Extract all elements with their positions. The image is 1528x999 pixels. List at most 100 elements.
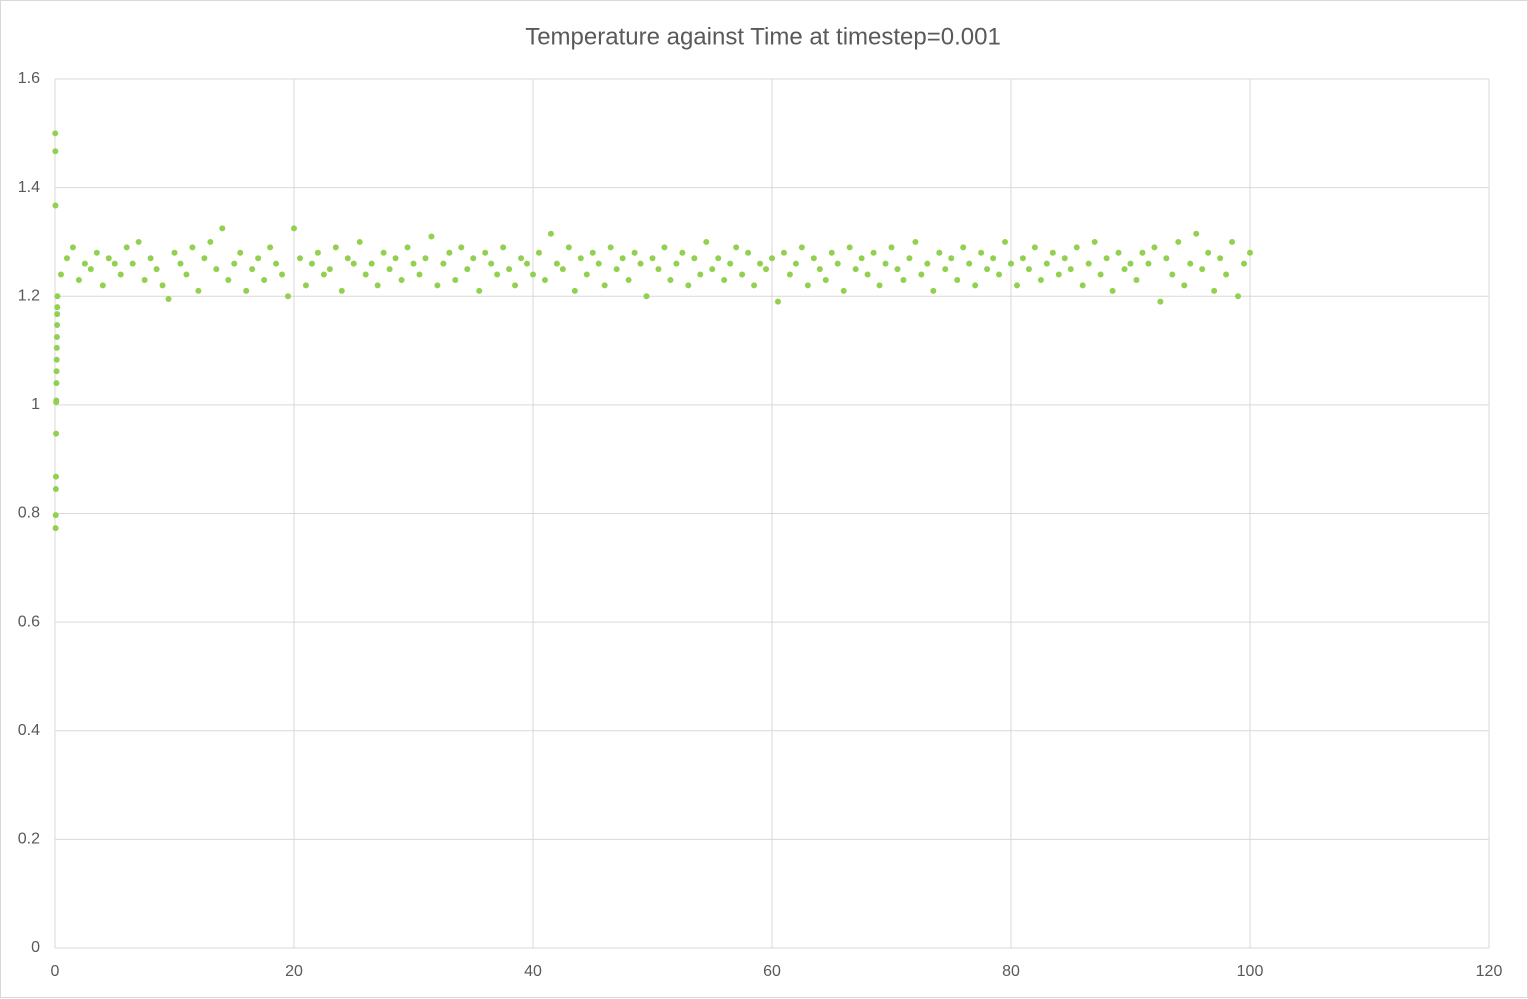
data-point [1127, 260, 1134, 267]
y-tick-label: 0.2 [18, 831, 40, 848]
data-point [52, 473, 59, 480]
data-point [416, 271, 423, 278]
data-point [53, 344, 60, 351]
data-point [643, 293, 650, 300]
data-point [308, 260, 315, 267]
data-point [52, 130, 59, 137]
data-point [177, 260, 184, 267]
data-point [870, 249, 877, 256]
data-point [231, 260, 238, 267]
data-point [213, 266, 220, 273]
data-point [990, 255, 997, 262]
data-point [189, 244, 196, 251]
data-point [494, 271, 501, 278]
data-point [374, 282, 381, 289]
data-point [1085, 260, 1092, 267]
data-point [1169, 271, 1176, 278]
data-point [1163, 255, 1170, 262]
data-point [1139, 249, 1146, 256]
data-point [314, 249, 321, 256]
data-point [123, 244, 130, 251]
data-point [966, 260, 973, 267]
data-point [900, 276, 907, 283]
data-point [285, 293, 292, 300]
data-point [404, 244, 411, 251]
data-point [1091, 238, 1098, 245]
data-point [1002, 238, 1009, 245]
data-point [954, 276, 961, 283]
x-tick-label: 100 [1237, 963, 1264, 980]
data-point [153, 266, 160, 273]
data-point [54, 293, 61, 300]
data-point [440, 260, 447, 267]
data-point [613, 266, 620, 273]
data-point [541, 276, 548, 283]
data-point [69, 244, 76, 251]
data-point [840, 287, 847, 294]
data-point [368, 260, 375, 267]
data-point [225, 276, 232, 283]
data-point [894, 266, 901, 273]
data-point [1157, 298, 1164, 305]
data-point [165, 295, 172, 302]
data-point [476, 287, 483, 294]
data-point [470, 255, 477, 262]
data-point [553, 260, 560, 267]
data-point [1247, 249, 1253, 256]
data-point [661, 244, 668, 251]
data-point [87, 266, 94, 273]
x-tick-label: 20 [285, 963, 303, 980]
data-point [458, 244, 465, 251]
data-point [362, 271, 369, 278]
data-point [326, 266, 333, 273]
data-point [631, 249, 638, 256]
data-point [53, 333, 60, 340]
data-point [1187, 260, 1194, 267]
data-point [52, 202, 59, 209]
data-point [422, 255, 429, 262]
data-point [81, 260, 88, 267]
data-point [1133, 276, 1140, 283]
data-point [183, 271, 190, 278]
data-point [930, 287, 937, 294]
data-point [1049, 249, 1056, 256]
data-point [1043, 260, 1050, 267]
data-point [1229, 238, 1236, 245]
data-point [105, 255, 112, 262]
data-point [673, 260, 680, 267]
data-point [332, 244, 339, 251]
y-tick-label: 1 [31, 396, 40, 413]
data-point [434, 282, 441, 289]
data-point [816, 266, 823, 273]
data-point [667, 276, 674, 283]
plot-area [52, 130, 1253, 532]
data-point [500, 244, 507, 251]
data-point [75, 276, 82, 283]
x-tick-label: 60 [763, 963, 781, 980]
data-point [1103, 255, 1110, 262]
data-point [1025, 266, 1032, 273]
data-point [52, 512, 59, 519]
data-point [763, 266, 770, 273]
data-point [512, 282, 519, 289]
data-point [655, 266, 662, 273]
data-point [774, 298, 781, 305]
data-point [1013, 282, 1020, 289]
data-point [607, 244, 614, 251]
data-point [846, 244, 853, 251]
data-point [780, 249, 787, 256]
data-point [709, 266, 716, 273]
chart-title: Temperature against Time at timestep=0.0… [525, 23, 1001, 50]
data-point [1109, 287, 1116, 294]
data-point [261, 276, 268, 283]
data-point [1067, 266, 1074, 273]
data-point [273, 260, 280, 267]
data-point [984, 266, 991, 273]
data-point [535, 249, 542, 256]
data-point [798, 244, 805, 251]
data-point [822, 276, 829, 283]
data-point [195, 287, 202, 294]
data-point [751, 282, 758, 289]
data-point [52, 525, 59, 532]
